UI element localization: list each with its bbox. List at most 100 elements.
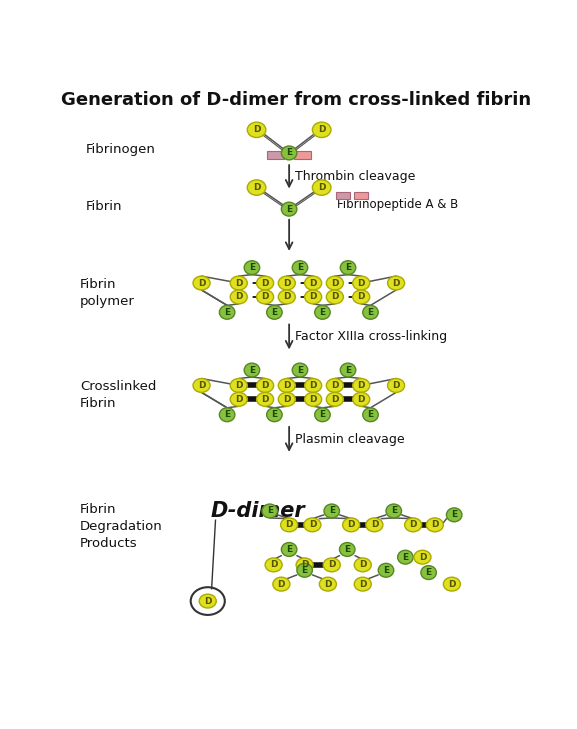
Text: D: D [357,278,365,287]
Ellipse shape [447,508,462,522]
Ellipse shape [305,276,321,290]
Ellipse shape [230,276,248,290]
Text: E: E [344,545,350,554]
Text: D: D [357,395,365,404]
Text: D: D [301,561,308,569]
Text: E: E [286,205,292,214]
Text: Fibrinogen: Fibrinogen [86,144,156,156]
Bar [354,192,368,199]
Text: D: D [283,278,291,287]
Ellipse shape [354,577,371,591]
Ellipse shape [230,290,248,304]
Text: D: D [278,580,285,588]
Ellipse shape [262,504,278,518]
Ellipse shape [244,363,260,377]
Ellipse shape [312,180,331,195]
Ellipse shape [305,392,321,406]
Text: D: D [261,292,269,301]
Text: D-dimer: D-dimer [210,501,305,521]
Text: Crosslinked
Fibrin: Crosslinked Fibrin [80,381,156,410]
Text: D: D [253,183,260,192]
Text: D: D [261,395,269,404]
Ellipse shape [219,408,235,421]
Text: D: D [419,553,426,561]
Text: E: E [320,308,325,317]
Ellipse shape [366,518,383,531]
Ellipse shape [292,261,308,275]
Text: E: E [402,553,409,561]
Ellipse shape [327,378,343,392]
Ellipse shape [324,504,339,518]
Text: E: E [297,365,303,375]
Text: D: D [235,395,242,404]
Ellipse shape [404,518,422,531]
Ellipse shape [265,558,282,572]
Text: E: E [368,410,373,419]
Ellipse shape [327,276,343,290]
Text: Plasmin cleavage: Plasmin cleavage [295,433,405,446]
Bar [336,192,350,199]
Ellipse shape [257,276,273,290]
Text: D: D [286,521,293,529]
Text: D: D [270,561,278,569]
Text: D: D [409,521,417,529]
Ellipse shape [343,518,359,531]
Bar [267,152,284,159]
Ellipse shape [363,305,379,319]
Text: D: D [331,292,339,301]
Ellipse shape [219,305,235,319]
Text: E: E [224,410,230,419]
Text: E: E [383,566,389,574]
Ellipse shape [257,290,273,304]
Text: D: D [359,580,366,588]
Text: D: D [235,278,242,287]
Ellipse shape [267,305,282,319]
Ellipse shape [278,276,295,290]
Ellipse shape [297,564,312,577]
Text: D: D [331,395,339,404]
Ellipse shape [354,558,371,572]
Text: D: D [370,521,378,529]
Ellipse shape [379,564,394,577]
Text: Fibrin
polymer: Fibrin polymer [80,278,135,308]
Text: D: D [331,381,339,390]
Text: Generation of D-dimer from cross-linked fibrin: Generation of D-dimer from cross-linked … [61,91,531,109]
Ellipse shape [296,558,313,572]
Ellipse shape [421,566,436,580]
Ellipse shape [282,542,297,556]
Text: E: E [345,263,351,272]
Text: E: E [302,566,308,574]
Text: E: E [224,308,230,317]
Text: D: D [204,596,212,606]
Text: E: E [286,149,292,157]
Ellipse shape [414,550,431,564]
Ellipse shape [323,558,340,572]
Ellipse shape [280,518,298,531]
Text: E: E [426,568,432,577]
Ellipse shape [327,392,343,406]
Ellipse shape [278,378,295,392]
Text: Fibrin: Fibrin [86,200,122,213]
Text: E: E [451,510,457,519]
Text: E: E [267,507,273,515]
Ellipse shape [314,408,330,421]
Ellipse shape [340,363,356,377]
Ellipse shape [314,305,330,319]
Ellipse shape [443,577,460,591]
Ellipse shape [230,378,248,392]
Text: D: D [328,561,335,569]
Text: E: E [271,308,278,317]
Text: D: D [392,381,400,390]
Ellipse shape [353,276,370,290]
Ellipse shape [282,202,297,216]
Ellipse shape [339,542,355,556]
Text: D: D [318,183,325,192]
Text: E: E [249,263,255,272]
Text: D: D [235,292,242,301]
Ellipse shape [230,392,248,406]
Ellipse shape [388,378,404,392]
Ellipse shape [244,261,260,275]
Text: E: E [286,545,292,554]
Text: Thrombin cleavage: Thrombin cleavage [295,171,415,183]
Text: D: D [253,125,260,134]
